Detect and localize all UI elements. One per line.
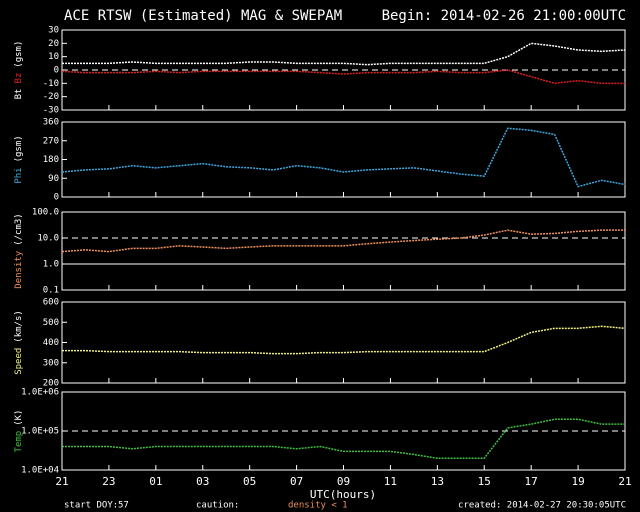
series-line [61, 69, 625, 85]
y-axis-label-part: Speed [14, 348, 24, 375]
y-tick-label: 360 [43, 118, 59, 128]
y-tick-label: 300 [43, 358, 59, 368]
y-tick-label: 200 [43, 379, 59, 389]
y-tick-label: 0 [54, 66, 59, 76]
y-tick-label: 1.0 [43, 260, 59, 270]
y-axis-label: Temp (K) [14, 410, 24, 453]
x-tick-label: 01 [149, 475, 162, 488]
y-axis-label: Phi (gsm) [14, 135, 24, 183]
chart-title: ACE RTSW (Estimated) MAG & SWEPAM [64, 8, 342, 24]
x-tick-label: 19 [571, 475, 584, 488]
y-axis-label-part: Phi [14, 167, 24, 183]
y-tick-label: 400 [43, 338, 59, 348]
x-tick-label: 05 [243, 475, 256, 488]
y-axis-label-unit: (gsm) [14, 41, 24, 68]
x-tick-label: 07 [290, 475, 303, 488]
y-tick-label: 500 [43, 318, 59, 328]
x-tick-label: 03 [196, 475, 209, 488]
series-line [61, 127, 626, 188]
y-axis-label: Speed (km/s) [14, 310, 24, 375]
y-tick-label: -30 [43, 106, 59, 116]
x-tick-label: 21 [618, 475, 631, 488]
series-line [61, 229, 625, 253]
x-tick-label: 11 [384, 475, 397, 488]
x-tick-label: 21 [55, 475, 68, 488]
y-tick-label: 180 [43, 155, 59, 165]
y-tick-label: 0.1 [43, 286, 59, 296]
y-axis-label: Bt Bz (gsm) [14, 41, 24, 100]
y-tick-label: 600 [43, 298, 59, 308]
y-tick-label: 90 [48, 174, 59, 184]
y-tick-label: 10 [48, 52, 59, 62]
y-axis-label-part: Bz [14, 73, 24, 84]
series-line [62, 325, 626, 355]
y-tick-label: 10.0 [37, 234, 59, 244]
y-axis-label-unit: (K) [14, 410, 24, 426]
y-axis-label-part: Density [14, 250, 24, 289]
y-tick-label: -10 [43, 79, 59, 89]
doy-value: 57 [118, 501, 129, 511]
x-tick-label: 17 [525, 475, 538, 488]
y-tick-label: 100.0 [32, 208, 59, 218]
created: created: 2014-02-27 20:30:05UTC [458, 501, 626, 511]
y-axis-label-part: Temp [14, 431, 24, 453]
y-tick-label: 270 [43, 136, 59, 146]
y-axis-label-unit: (/cm3) [14, 213, 24, 246]
y-tick-label: 20 [48, 39, 59, 49]
caution: caution: [196, 501, 239, 511]
x-tick-label: 13 [431, 475, 444, 488]
series-line [62, 418, 625, 460]
series-line [62, 42, 626, 66]
x-tick-label: 09 [337, 475, 350, 488]
y-axis-label-unit: (gsm) [14, 135, 24, 162]
y-tick-label: 30 [48, 26, 59, 36]
y-tick-label: 0 [54, 193, 59, 203]
x-tick-label: 15 [478, 475, 491, 488]
x-axis-label: UTC(hours) [310, 488, 376, 501]
y-tick-label: 1.0E+04 [21, 466, 59, 476]
density-note: density < 1 [288, 501, 348, 511]
x-tick-label: 23 [102, 475, 115, 488]
y-tick-label: 1.0E+06 [21, 388, 59, 398]
y-tick-label: -20 [43, 92, 59, 102]
y-axis-label-part: Bt [14, 89, 24, 100]
y-tick-label: 1.0E+05 [21, 427, 59, 437]
y-axis-label-unit: (km/s) [14, 310, 24, 343]
begin-time: Begin: 2014-02-26 21:00:00UTC [382, 8, 626, 24]
doy-label: start DOY: [64, 501, 118, 511]
y-axis-label: Density (/cm3) [14, 213, 24, 288]
